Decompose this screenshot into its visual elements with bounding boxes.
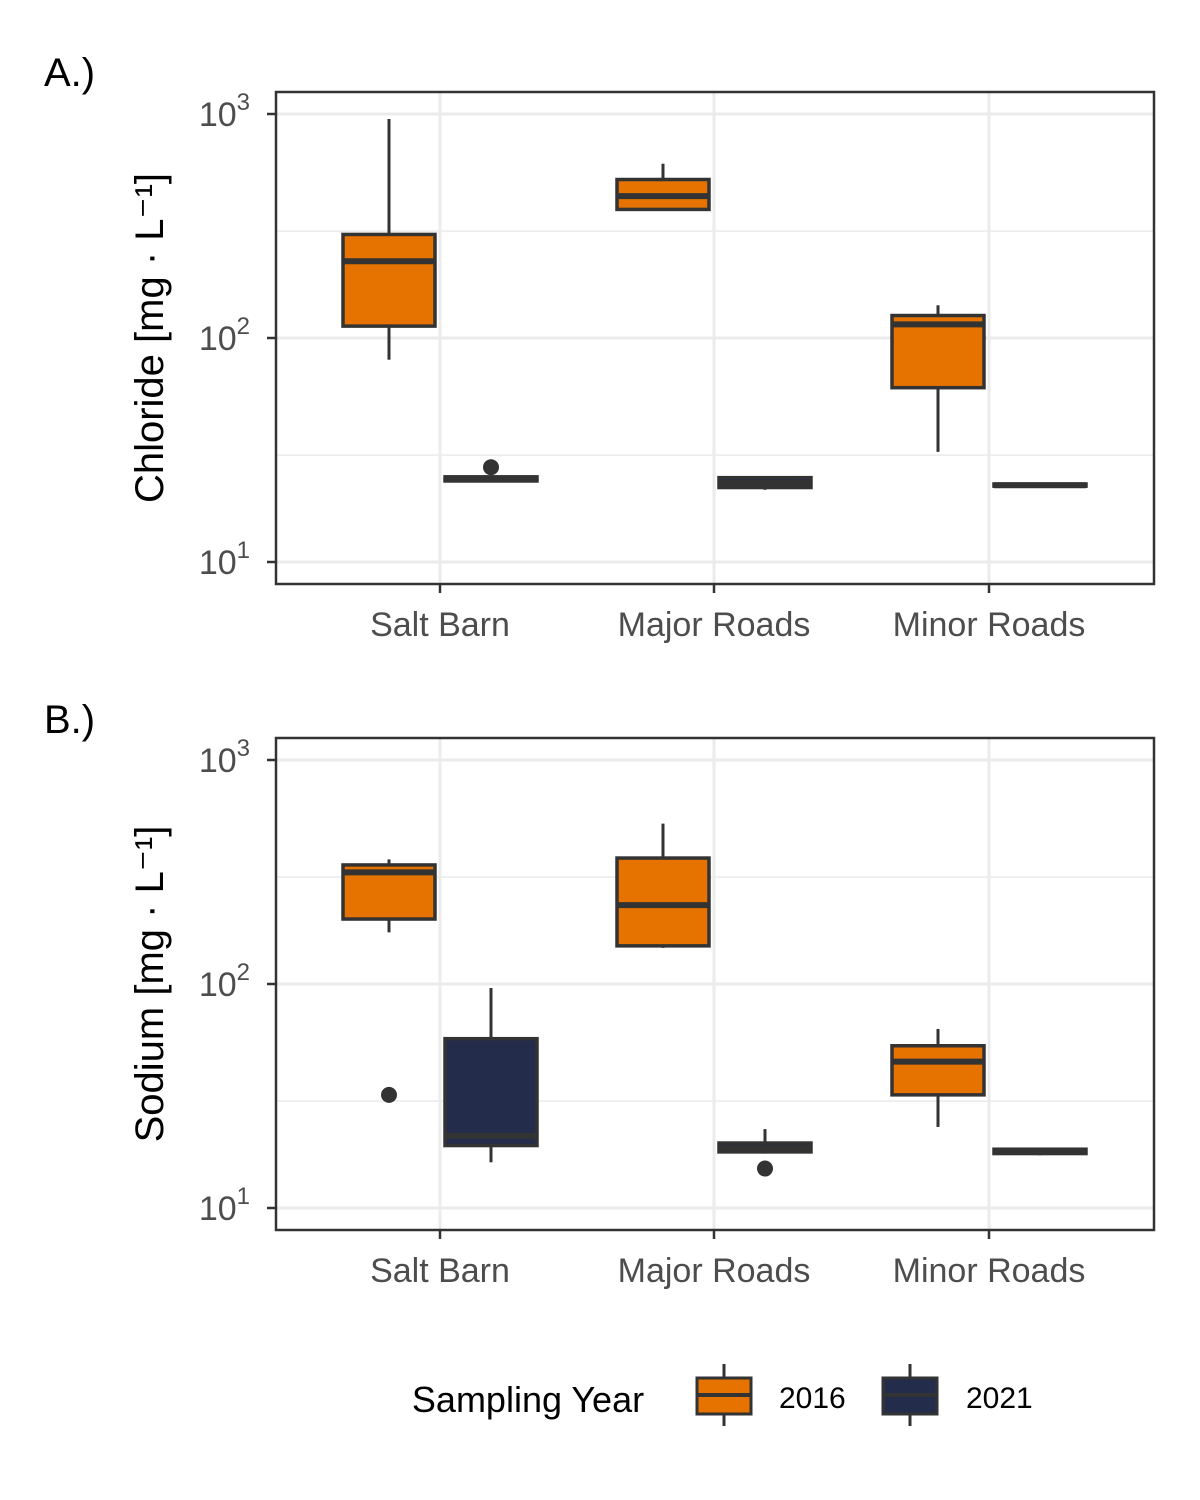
grid	[276, 92, 1154, 584]
box-2016-major-roads	[615, 163, 711, 212]
box-2016-minor-roads	[890, 305, 986, 452]
panel-tag: A.)	[44, 51, 95, 95]
outlier-point	[757, 1160, 773, 1177]
box-2021-minor-roads	[992, 1147, 1088, 1156]
box-body	[890, 1044, 986, 1097]
grid	[276, 738, 1154, 1230]
panel-a: A.) 101 102 103 Salt Barn Major Roads Minor Ro…	[44, 51, 1156, 644]
outlier-point	[381, 1086, 397, 1103]
box-2021-minor-roads	[992, 482, 1088, 489]
x-tick-label: Major Roads	[618, 1252, 811, 1290]
box-2016-salt-barn	[341, 118, 437, 360]
y-tick-label: 101	[199, 1183, 250, 1228]
y-axis-label: Sodium [mg · L⁻¹]	[128, 826, 172, 1143]
x-tick-label: Salt Barn	[370, 606, 510, 644]
panel-border	[274, 90, 1156, 586]
box-body	[443, 1036, 539, 1148]
y-tick-label: 103	[199, 735, 250, 780]
panel-b: B.) 101 102 103 Salt Barn Major Roads Minor Ro…	[44, 698, 1156, 1290]
box-body	[890, 313, 986, 390]
box-2021-salt-barn	[443, 459, 539, 483]
x-tick-label: Major Roads	[618, 606, 811, 644]
box-2016-major-roads	[615, 823, 711, 948]
x-tick-label: Salt Barn	[370, 1252, 510, 1290]
box-2021-major-roads	[717, 1129, 813, 1177]
y-tick-label: 103	[199, 89, 250, 134]
y-tick-label: 102	[199, 313, 250, 358]
legend-label-2021: 2021	[966, 1382, 1033, 1415]
outlier-point	[483, 459, 499, 476]
y-tick-label: 102	[199, 959, 250, 1004]
panel-border	[274, 736, 1156, 1232]
x-tick-label: Minor Roads	[893, 1252, 1086, 1290]
legend: Sampling Year 2016 2021	[412, 1364, 1033, 1426]
legend-title: Sampling Year	[412, 1379, 644, 1420]
y-tick-label: 101	[199, 537, 250, 582]
panel-tag: B.)	[44, 698, 95, 742]
y-axis-label: Chloride [mg · L⁻¹]	[128, 173, 172, 503]
box-2016-salt-barn	[341, 859, 437, 1103]
legend-key-2016	[695, 1364, 753, 1426]
box-body	[615, 856, 711, 948]
x-tick-label: Minor Roads	[893, 606, 1086, 644]
box-body	[341, 232, 437, 328]
legend-label-2016: 2016	[779, 1382, 846, 1415]
legend-key-2021	[881, 1364, 939, 1426]
box-2016-minor-roads	[890, 1028, 986, 1127]
box-2021-salt-barn	[443, 987, 539, 1163]
box-2021-major-roads	[717, 475, 813, 490]
